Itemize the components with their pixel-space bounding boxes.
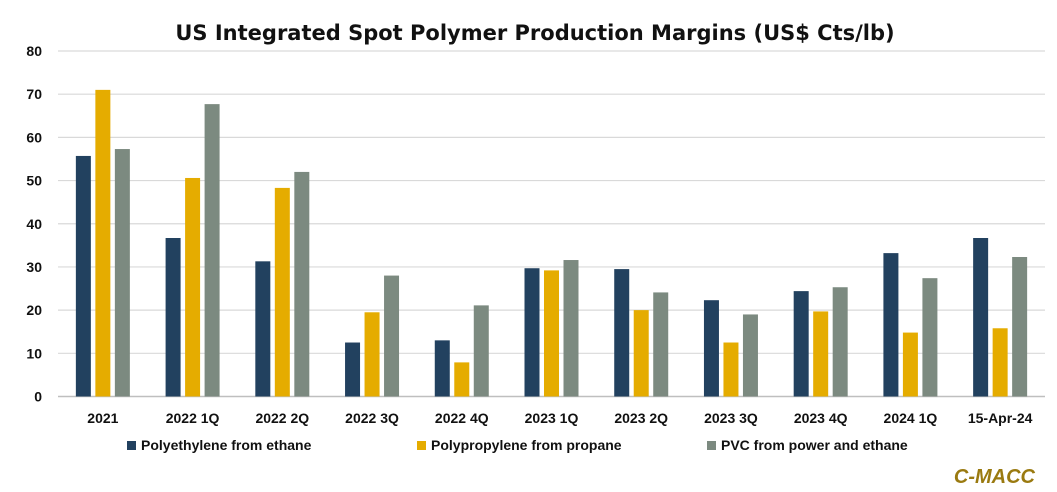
bar-2-2023-2Q	[633, 310, 649, 397]
bar-3-2023-1Q	[563, 260, 579, 397]
bar-1-2023-3Q	[703, 300, 719, 397]
x-tick-label: 2023 1Q	[525, 410, 579, 426]
y-tick-label: 80	[26, 43, 42, 59]
y-tick-label: 10	[26, 345, 42, 361]
x-tick-label: 2023 2Q	[614, 410, 668, 426]
bar-2-2023-3Q	[723, 342, 739, 397]
legend-label: PVC from power and ethane	[721, 437, 908, 453]
bar-3-2023-4Q	[832, 287, 848, 397]
bar-1-2024-1Q	[883, 253, 899, 397]
legend-label: Polypropylene from propane	[431, 437, 622, 453]
bar-2-2022-4Q	[454, 362, 470, 397]
bar-2-2024-1Q	[902, 332, 918, 397]
c-macc-logo: C-MACC	[954, 466, 1036, 488]
bar-3-2021	[114, 149, 130, 397]
bar-2-2021	[95, 89, 111, 397]
legend-swatch	[127, 441, 136, 450]
y-tick-label: 70	[26, 86, 42, 102]
bar-3-2022-4Q	[473, 305, 489, 397]
bar-2-2022-1Q	[185, 177, 201, 397]
x-tick-label: 2023 3Q	[704, 410, 758, 426]
y-tick-label: 30	[26, 259, 42, 275]
legend-label: Polyethylene from ethane	[141, 437, 312, 453]
bar-1-2022-3Q	[345, 342, 361, 397]
bar-3-2022-1Q	[204, 104, 220, 397]
y-tick-label: 0	[34, 389, 42, 405]
y-tick-label: 50	[26, 173, 42, 189]
x-tick-label: 2022 2Q	[255, 410, 309, 426]
x-tick-label: 2023 4Q	[794, 410, 848, 426]
x-tick-label: 15-Apr-24	[968, 410, 1033, 426]
x-tick-label: 2024 1Q	[884, 410, 938, 426]
bar-1-2023-1Q	[524, 268, 540, 397]
chart-title: US Integrated Spot Polymer Production Ma…	[175, 21, 894, 45]
bar-2-2022-2Q	[274, 187, 290, 397]
bar-1-2023-2Q	[614, 269, 630, 397]
x-tick-label: 2022 3Q	[345, 410, 399, 426]
bar-3-2022-3Q	[384, 275, 400, 397]
bar-3-2023-2Q	[653, 292, 669, 397]
x-tick-label: 2022 1Q	[166, 410, 220, 426]
bar-1-15-Apr-24	[973, 238, 989, 397]
bar-1-2022-2Q	[255, 261, 271, 397]
x-tick-label: 2022 4Q	[435, 410, 489, 426]
bar-1-2022-1Q	[165, 238, 181, 397]
bar-2-2022-3Q	[364, 312, 380, 397]
bar-3-2023-3Q	[742, 314, 758, 397]
legend-swatch	[417, 441, 426, 450]
y-tick-label: 20	[26, 302, 42, 318]
x-tick-label: 2021	[87, 410, 118, 426]
bar-1-2021	[75, 155, 91, 397]
y-tick-label: 40	[26, 216, 42, 232]
bar-2-15-Apr-24	[992, 328, 1008, 397]
bar-2-2023-1Q	[544, 270, 559, 397]
y-tick-label: 60	[26, 129, 42, 145]
legend-swatch	[707, 441, 716, 450]
bar-1-2023-4Q	[793, 291, 809, 397]
bar-3-2024-1Q	[922, 278, 938, 397]
bar-1-2022-4Q	[434, 340, 450, 397]
bar-3-2022-2Q	[294, 171, 310, 397]
bar-3-15-Apr-24	[1012, 257, 1028, 397]
bar-2-2023-4Q	[813, 311, 829, 397]
